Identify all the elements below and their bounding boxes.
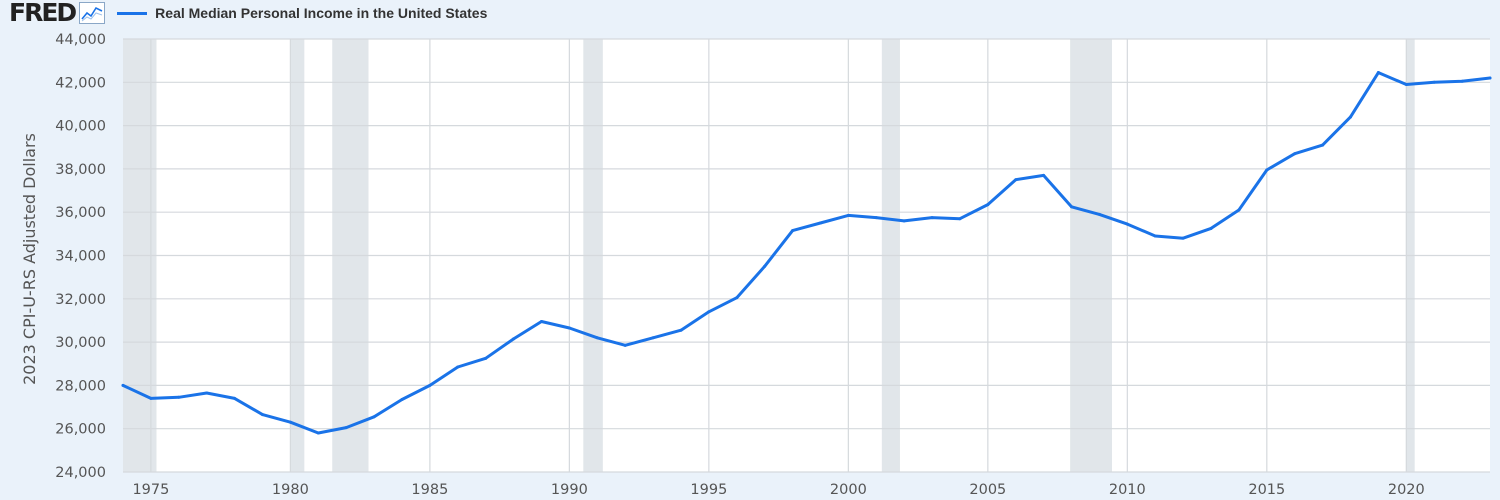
y-tick-label: 28,000 (55, 378, 106, 394)
x-tick-label: 2005 (969, 482, 1006, 498)
data-point[interactable] (316, 431, 320, 435)
data-point[interactable] (1014, 178, 1018, 182)
legend-label[interactable]: Real Median Personal Income in the Unite… (155, 5, 488, 21)
data-point[interactable] (149, 396, 153, 400)
y-tick-label: 40,000 (55, 119, 106, 135)
data-point[interactable] (1209, 226, 1213, 230)
data-point[interactable] (177, 395, 181, 399)
x-tick-label: 2010 (1109, 482, 1146, 498)
data-point[interactable] (874, 216, 878, 220)
data-point[interactable] (539, 320, 543, 324)
data-point[interactable] (288, 420, 292, 424)
series-line[interactable] (121, 71, 1492, 435)
data-point[interactable] (567, 326, 571, 330)
y-tick-label: 38,000 (55, 162, 106, 178)
data-point[interactable] (1153, 234, 1157, 238)
data-point[interactable] (1404, 82, 1408, 86)
data-point[interactable] (121, 383, 125, 387)
data-point[interactable] (1237, 208, 1241, 212)
y-tick-label: 42,000 (55, 75, 106, 91)
x-tick-label: 2020 (1388, 482, 1425, 498)
data-point[interactable] (735, 296, 739, 300)
y-tick-label: 30,000 (55, 335, 106, 351)
x-tick-label: 2015 (1248, 482, 1285, 498)
y-tick-label: 34,000 (55, 249, 106, 265)
legend-line-swatch (117, 11, 148, 15)
y-tick-label: 24,000 (55, 465, 106, 481)
data-point[interactable] (344, 426, 348, 430)
data-point[interactable] (595, 336, 599, 340)
data-point[interactable] (763, 264, 767, 268)
data-point[interactable] (930, 216, 934, 220)
data-point[interactable] (651, 336, 655, 340)
data-point[interactable] (958, 217, 962, 221)
gridlines (123, 38, 1490, 473)
data-point[interactable] (1349, 115, 1353, 119)
data-point[interactable] (1376, 71, 1380, 75)
data-point[interactable] (1265, 168, 1269, 172)
data-point[interactable] (1432, 80, 1436, 84)
x-tick-label: 1990 (551, 482, 588, 498)
data-point[interactable] (400, 397, 404, 401)
data-point[interactable] (428, 383, 432, 387)
x-tick-labels: 1975 1980 1985 1990 1995 2000 2005 2010 2015 2020 (132, 482, 1424, 498)
x-tick-label: 2000 (830, 482, 867, 498)
x-tick-label: 1975 (132, 482, 169, 498)
y-tick-label: 36,000 (55, 205, 106, 221)
data-point[interactable] (846, 213, 850, 217)
chart-header: FRED Real Median Personal Income in the … (0, 0, 1500, 26)
data-point[interactable] (1070, 205, 1074, 209)
data-point[interactable] (902, 219, 906, 223)
data-point[interactable] (1181, 236, 1185, 240)
series-line-layer (121, 71, 1492, 435)
data-point[interactable] (818, 221, 822, 225)
fred-logo[interactable]: FRED (9, 0, 77, 27)
data-point[interactable] (1488, 76, 1492, 80)
data-point[interactable] (679, 328, 683, 332)
data-point[interactable] (791, 229, 795, 233)
data-point[interactable] (986, 203, 990, 207)
data-point[interactable] (484, 356, 488, 360)
data-point[interactable] (1097, 212, 1101, 216)
data-point[interactable] (1293, 152, 1297, 156)
data-point[interactable] (372, 415, 376, 419)
y-tick-label: 32,000 (55, 292, 106, 308)
data-point[interactable] (233, 396, 237, 400)
data-point[interactable] (1321, 143, 1325, 147)
data-point[interactable] (260, 413, 264, 417)
y-tick-label: 44,000 (55, 32, 106, 48)
data-point[interactable] (1125, 222, 1129, 226)
data-point[interactable] (1460, 79, 1464, 83)
data-point[interactable] (456, 365, 460, 369)
data-point[interactable] (623, 343, 627, 347)
y-tick-labels: 24,000 26,000 28,000 30,000 32,000 34,000 36,0… (55, 32, 106, 481)
data-point[interactable] (1042, 173, 1046, 177)
y-axis-label: 2023 CPI-U-RS Adjusted Dollars (20, 133, 39, 385)
data-point[interactable] (512, 337, 516, 341)
y-tick-label: 26,000 (55, 422, 106, 438)
line-chart-icon[interactable] (79, 2, 106, 24)
data-point[interactable] (707, 310, 711, 314)
x-tick-label: 1980 (272, 482, 309, 498)
x-tick-label: 1995 (690, 482, 727, 498)
data-point[interactable] (205, 391, 209, 395)
x-tick-label: 1985 (411, 482, 448, 498)
